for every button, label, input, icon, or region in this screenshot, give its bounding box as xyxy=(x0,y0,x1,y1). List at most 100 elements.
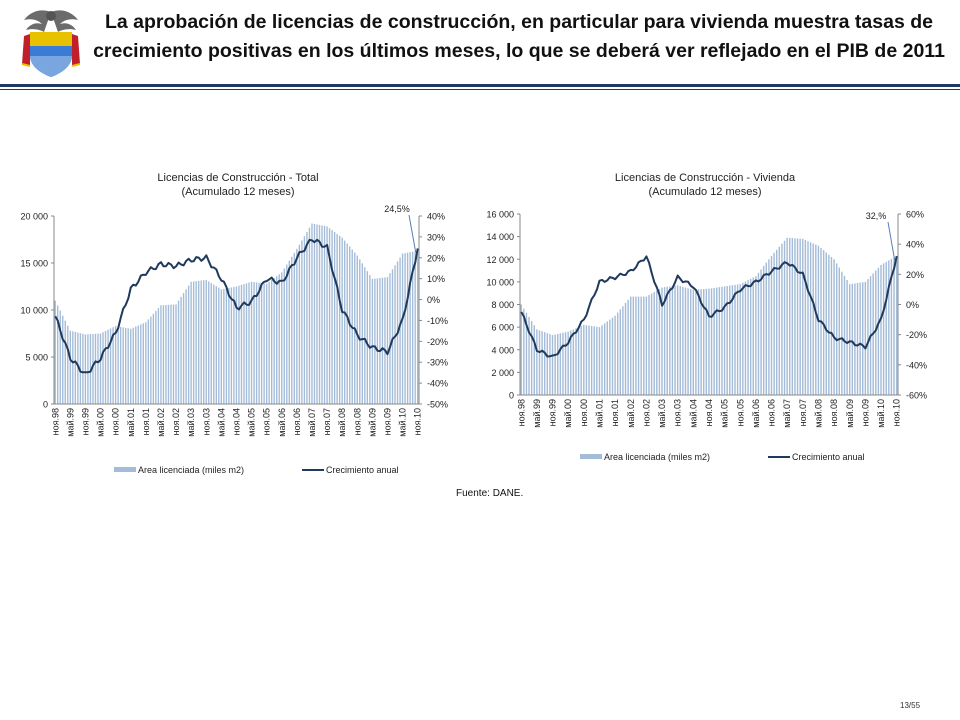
left-tick-label: 10 000 xyxy=(20,306,48,316)
bar xyxy=(286,264,288,404)
x-tick-label: ноя.10 xyxy=(413,408,423,435)
bar xyxy=(187,285,190,404)
bar xyxy=(386,277,389,404)
right-tick-label: 0% xyxy=(427,295,440,305)
bar xyxy=(233,286,235,404)
x-tick-label: ноя.09 xyxy=(383,408,393,435)
x-tick-label: май.99 xyxy=(65,408,75,437)
x-tick-label: ноя.00 xyxy=(111,408,121,435)
left-tick-label: 0 xyxy=(43,400,48,410)
legend-label-bars: Area licenciada (miles m2) xyxy=(138,465,244,475)
bar xyxy=(230,287,233,404)
x-tick-label: май.07 xyxy=(307,408,317,437)
bar xyxy=(369,275,371,404)
bar xyxy=(311,223,313,404)
left-tick-label: 5 000 xyxy=(25,353,48,363)
x-tick-label: май.05 xyxy=(247,408,257,437)
bar xyxy=(343,240,346,404)
bar xyxy=(406,252,409,404)
bar xyxy=(109,328,112,404)
bar xyxy=(122,327,124,404)
page-number: 13/55 xyxy=(900,701,921,710)
bar xyxy=(107,329,109,404)
legend-swatch-bars xyxy=(114,467,136,472)
bar xyxy=(114,325,117,404)
left-tick-label: 15 000 xyxy=(20,259,48,269)
bar xyxy=(124,327,127,404)
bar xyxy=(220,289,223,404)
bar xyxy=(112,327,114,404)
bar xyxy=(223,288,225,404)
bar xyxy=(213,284,215,404)
bar xyxy=(72,331,74,404)
bar xyxy=(135,326,137,404)
bar xyxy=(411,251,414,404)
bar xyxy=(409,252,411,404)
bar xyxy=(62,315,64,404)
bar xyxy=(323,225,326,404)
bar xyxy=(195,281,197,404)
bar xyxy=(301,240,303,404)
bar xyxy=(356,255,358,404)
bar xyxy=(245,283,248,404)
bar xyxy=(389,273,391,404)
bar xyxy=(140,324,142,404)
bar xyxy=(399,257,401,404)
bar xyxy=(404,253,406,404)
bar xyxy=(77,332,79,404)
bar xyxy=(185,289,187,404)
bar xyxy=(192,281,195,404)
x-tick-label: ноя.06 xyxy=(292,408,302,435)
bar xyxy=(238,285,240,404)
x-tick-label: ноя.98 xyxy=(50,408,60,435)
bar xyxy=(384,277,386,404)
bar xyxy=(379,278,381,404)
x-tick-label: май.10 xyxy=(398,408,408,437)
x-tick-label: ноя.03 xyxy=(201,408,211,435)
bar xyxy=(54,300,56,404)
bar xyxy=(79,333,82,404)
x-tick-label: май.03 xyxy=(186,408,196,437)
bar xyxy=(281,272,283,404)
bar xyxy=(376,278,379,404)
bar xyxy=(142,323,144,404)
bar xyxy=(82,333,84,404)
bar xyxy=(336,233,338,404)
bar xyxy=(359,259,361,404)
bar xyxy=(296,248,298,404)
bar xyxy=(326,226,328,404)
bar xyxy=(361,263,363,404)
legend-label-line: Crecimiento anual xyxy=(326,465,399,475)
header-rule-thin xyxy=(0,89,960,90)
slide-header: La aprobación de licencias de construcci… xyxy=(0,0,960,86)
header-rule xyxy=(0,84,960,87)
x-tick-label: ноя.07 xyxy=(322,408,332,435)
bar xyxy=(102,332,104,404)
bar xyxy=(401,253,404,404)
growth-line xyxy=(54,238,419,374)
bar xyxy=(276,276,278,404)
bar xyxy=(381,277,384,404)
right-tick-label: 10% xyxy=(427,274,445,284)
bar xyxy=(130,328,132,404)
bar xyxy=(215,286,217,404)
bar xyxy=(265,283,268,404)
bar xyxy=(260,283,263,404)
x-tick-label: май.04 xyxy=(216,408,226,437)
bar xyxy=(132,327,134,404)
x-tick-label: ноя.02 xyxy=(171,408,181,435)
bar xyxy=(160,305,162,404)
bar xyxy=(308,227,311,404)
bar xyxy=(288,260,290,404)
x-tick-label: май.02 xyxy=(156,408,166,437)
bar xyxy=(346,243,348,404)
bar xyxy=(99,333,102,404)
x-tick-label: май.09 xyxy=(367,408,377,437)
bar xyxy=(240,284,243,404)
bar xyxy=(119,326,122,404)
bar xyxy=(338,235,341,404)
bar xyxy=(74,331,77,404)
bar xyxy=(84,334,87,404)
bar xyxy=(293,252,296,404)
